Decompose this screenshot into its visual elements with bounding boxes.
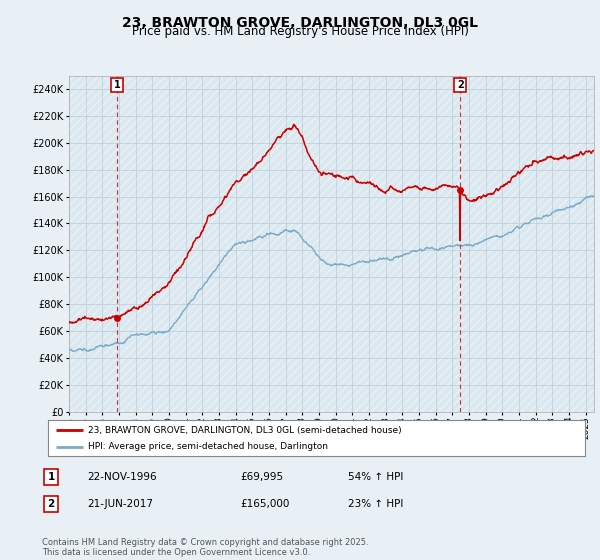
Text: £165,000: £165,000 xyxy=(240,499,289,509)
Text: 21-JUN-2017: 21-JUN-2017 xyxy=(87,499,153,509)
Text: 1: 1 xyxy=(114,80,121,90)
Text: 1: 1 xyxy=(47,472,55,482)
Text: 23, BRAWTON GROVE, DARLINGTON, DL3 0GL: 23, BRAWTON GROVE, DARLINGTON, DL3 0GL xyxy=(122,16,478,30)
Text: 2: 2 xyxy=(47,499,55,509)
Text: Contains HM Land Registry data © Crown copyright and database right 2025.
This d: Contains HM Land Registry data © Crown c… xyxy=(42,538,368,557)
Text: 23, BRAWTON GROVE, DARLINGTON, DL3 0GL (semi-detached house): 23, BRAWTON GROVE, DARLINGTON, DL3 0GL (… xyxy=(88,426,402,435)
Text: HPI: Average price, semi-detached house, Darlington: HPI: Average price, semi-detached house,… xyxy=(88,442,328,451)
Text: 22-NOV-1996: 22-NOV-1996 xyxy=(87,472,157,482)
Text: 2: 2 xyxy=(457,80,464,90)
Text: 54% ↑ HPI: 54% ↑ HPI xyxy=(348,472,403,482)
Text: £69,995: £69,995 xyxy=(240,472,283,482)
Text: 23% ↑ HPI: 23% ↑ HPI xyxy=(348,499,403,509)
Text: Price paid vs. HM Land Registry's House Price Index (HPI): Price paid vs. HM Land Registry's House … xyxy=(131,25,469,38)
